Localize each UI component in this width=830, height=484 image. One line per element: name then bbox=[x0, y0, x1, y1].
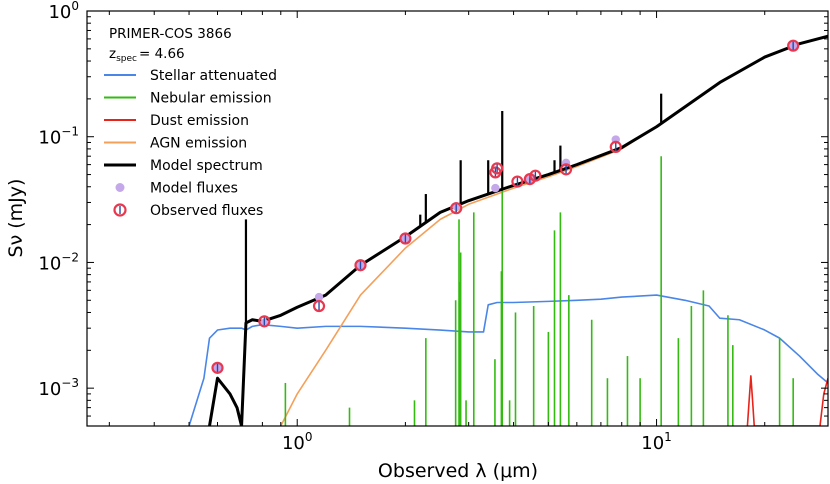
x-tick-exp: 0 bbox=[305, 430, 313, 444]
legend-swatch bbox=[115, 183, 125, 192]
object-name: PRIMER-COS 3866 bbox=[109, 26, 232, 42]
observed-flux-point bbox=[529, 169, 542, 182]
y-tick-base: 10 bbox=[48, 2, 71, 23]
observed-marker bbox=[354, 259, 367, 272]
observed-flux-point bbox=[450, 202, 463, 215]
y-tick-exp: 0 bbox=[71, 0, 79, 13]
y-tick-base: 10 bbox=[38, 379, 61, 400]
observed-flux-point bbox=[609, 140, 622, 153]
observed-flux-point bbox=[511, 175, 524, 188]
x-tick-base: 10 bbox=[282, 433, 305, 454]
legend-label: Model fluxes bbox=[150, 181, 238, 197]
x-tick-label: 100 bbox=[282, 430, 313, 454]
legend-label: AGN emission bbox=[150, 136, 247, 152]
y-tick-exp: −2 bbox=[61, 250, 79, 264]
observed-marker bbox=[529, 169, 542, 182]
legend-item-stellar: Stellar attenuated bbox=[104, 68, 277, 84]
y-tick-base: 10 bbox=[38, 253, 61, 274]
observed-flux-point bbox=[559, 163, 573, 176]
observed-flux-point bbox=[312, 299, 326, 313]
redshift-subscript: spec bbox=[116, 54, 137, 64]
plot-area bbox=[188, 34, 828, 426]
observed-flux-point bbox=[399, 232, 412, 245]
points-layer bbox=[211, 39, 800, 374]
model-curve bbox=[208, 34, 828, 426]
x-axis-label: Observed λ (μm) bbox=[378, 460, 538, 482]
observed-marker bbox=[559, 163, 573, 176]
y-axis-label: Sν (mJy) bbox=[5, 179, 27, 258]
observed-marker bbox=[787, 39, 800, 52]
y-tick-label: 10−2 bbox=[38, 250, 79, 274]
y-tick-base: 10 bbox=[38, 128, 61, 149]
x-tick-base: 10 bbox=[641, 433, 664, 454]
y-tick-label: 10−3 bbox=[38, 376, 79, 400]
plot-frame bbox=[86, 10, 829, 427]
observed-flux-point bbox=[211, 361, 224, 374]
observed-flux-point bbox=[258, 315, 271, 328]
nebular-layer bbox=[284, 156, 794, 426]
legend-item-agn: AGN emission bbox=[104, 136, 247, 152]
observed-flux-point bbox=[491, 162, 504, 175]
legend-item-model_flux: Model fluxes bbox=[115, 181, 238, 197]
model-flux-point bbox=[491, 183, 500, 193]
object-info: PRIMER-COS 3866 zspec = 4.66 bbox=[109, 26, 232, 64]
legend-label: Nebular emission bbox=[150, 91, 272, 107]
observed-marker bbox=[511, 175, 524, 188]
y-tick-exp: −1 bbox=[61, 125, 79, 139]
stellar-layer bbox=[188, 294, 828, 426]
dust-curve bbox=[746, 375, 828, 426]
dust-layer bbox=[746, 375, 828, 426]
observed-flux-point bbox=[787, 39, 800, 52]
observed-marker bbox=[450, 202, 463, 215]
legend-item-nebular: Nebular emission bbox=[104, 91, 272, 107]
observed-marker bbox=[491, 162, 504, 175]
y-tick-label: 10−1 bbox=[38, 125, 79, 149]
x-tick-label: 101 bbox=[641, 430, 672, 454]
redshift-value: = 4.66 bbox=[139, 46, 185, 62]
legend-swatch bbox=[113, 203, 127, 217]
legend-label: Dust emission bbox=[150, 113, 249, 129]
legend-item-model: Model spectrum bbox=[104, 158, 263, 174]
observed-marker bbox=[609, 140, 622, 153]
legend: Stellar attenuated Nebular emission Dust e… bbox=[104, 68, 277, 219]
model-layer bbox=[208, 34, 828, 426]
observed-marker bbox=[211, 361, 224, 374]
model-flux-point bbox=[314, 292, 324, 302]
legend-label: Model spectrum bbox=[150, 158, 263, 174]
redshift-symbol: z bbox=[109, 46, 116, 62]
legend-label: Stellar attenuated bbox=[150, 68, 277, 84]
observed-flux-point bbox=[354, 259, 367, 272]
observed-marker bbox=[399, 232, 412, 245]
redshift-text: zspec = 4.66 bbox=[109, 46, 185, 64]
axis-ticks bbox=[87, 10, 829, 427]
x-tick-exp: 1 bbox=[664, 430, 672, 444]
observed-marker bbox=[258, 315, 271, 328]
stellar-curve bbox=[188, 294, 828, 426]
legend-item-observed: Observed fluxes bbox=[113, 203, 263, 219]
legend-label: Observed fluxes bbox=[150, 203, 263, 219]
legend-item-dust: Dust emission bbox=[104, 113, 249, 129]
y-tick-exp: −3 bbox=[61, 376, 79, 390]
y-tick-label: 100 bbox=[48, 0, 79, 23]
observed-marker bbox=[312, 299, 326, 313]
